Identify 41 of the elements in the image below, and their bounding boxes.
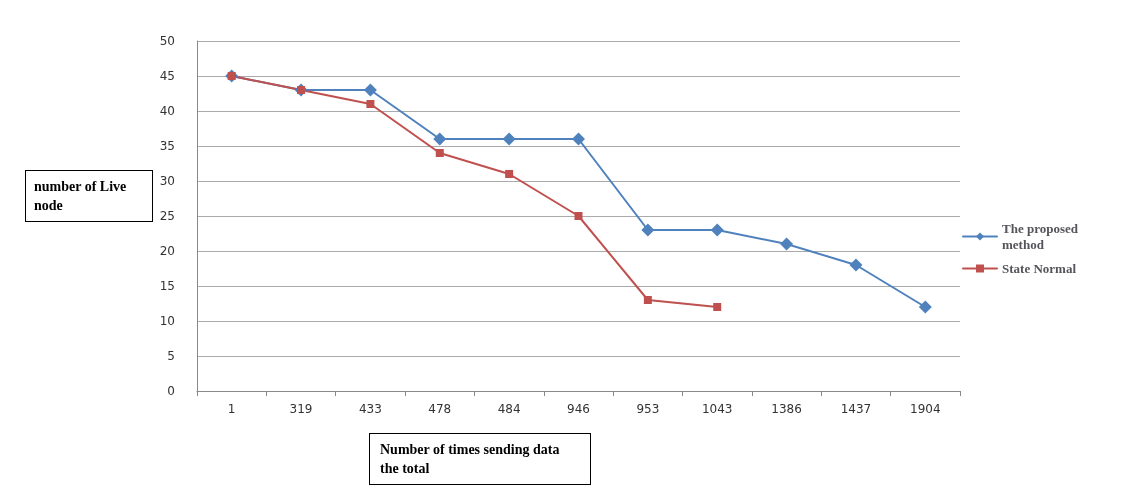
- point: [572, 132, 585, 146]
- y-tick-label: 40: [159, 104, 175, 118]
- x-tick-label: 484: [497, 402, 521, 416]
- x-tick-label: 433: [358, 402, 382, 416]
- y-axis-title: number of Live node: [34, 179, 130, 213]
- legend-label: The proposed method: [1002, 221, 1082, 252]
- point: [710, 223, 724, 237]
- legend-label: State Normal: [1002, 261, 1077, 276]
- y-tick-label: 20: [159, 244, 175, 258]
- y-tick-label: 15: [159, 279, 175, 293]
- point: [641, 223, 655, 237]
- y-tick-label: 0: [167, 384, 175, 398]
- y-tick-label: 30: [159, 174, 175, 188]
- point: [435, 149, 444, 157]
- y-tick-label: 25: [159, 209, 175, 223]
- point: [366, 100, 375, 108]
- x-tick-label: 1043: [701, 402, 733, 416]
- point: [433, 132, 447, 146]
- x-tick-label: 1437: [840, 402, 872, 416]
- point: [780, 237, 794, 251]
- x-tick-label: 478: [428, 402, 452, 416]
- point: [918, 300, 932, 314]
- point: [502, 132, 516, 146]
- x-tick-label: 946: [567, 402, 590, 416]
- x-tick-label: 1386: [771, 402, 802, 416]
- y-tick-label: 45: [159, 69, 175, 83]
- point: [849, 258, 863, 272]
- x-tick-label: 319: [289, 402, 313, 416]
- point: [574, 212, 583, 220]
- point: [505, 170, 514, 178]
- x-tick-label: 953: [636, 402, 660, 416]
- x-axis-title: Number of times sending data the total: [380, 442, 563, 476]
- point: [713, 303, 722, 311]
- x-tick-label: 1: [227, 402, 236, 416]
- y-tick-label: 5: [167, 349, 175, 363]
- point: [643, 296, 652, 304]
- x-tick-label: 1904: [910, 402, 941, 416]
- y-tick-label: 35: [159, 139, 175, 153]
- point: [363, 83, 377, 97]
- y-tick-label: 10: [159, 314, 175, 328]
- y-tick-label: 50: [159, 34, 175, 48]
